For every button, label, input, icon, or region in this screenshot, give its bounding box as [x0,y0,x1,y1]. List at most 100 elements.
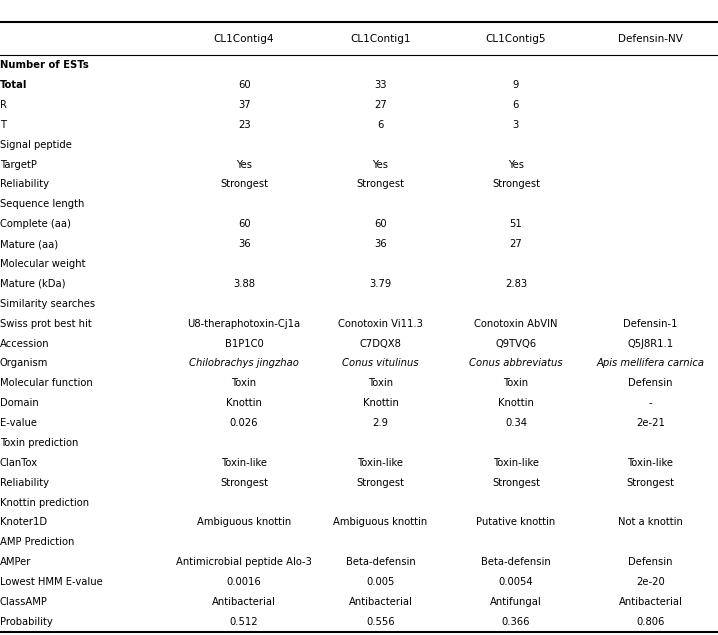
Text: 0.0016: 0.0016 [227,577,261,587]
Text: Strongest: Strongest [357,180,404,189]
Text: 60: 60 [374,219,387,229]
Text: 2e-21: 2e-21 [636,418,665,428]
Text: Toxin: Toxin [232,378,256,388]
Text: Strongest: Strongest [492,180,540,189]
Text: Mature (aa): Mature (aa) [0,239,58,249]
Text: Domain: Domain [0,398,39,408]
Text: 36: 36 [374,239,387,249]
Text: Chilobrachys jingzhao: Chilobrachys jingzhao [189,358,299,368]
Text: 60: 60 [238,219,251,229]
Text: Knottin prediction: Knottin prediction [0,498,89,507]
Text: T: T [0,120,6,130]
Text: U8-theraphotoxin-Cj1a: U8-theraphotoxin-Cj1a [187,319,301,329]
Text: 23: 23 [238,120,251,130]
Text: Putative knottin: Putative knottin [476,518,556,528]
Text: B1P1C0: B1P1C0 [225,338,264,349]
Text: Apis mellifera carnica: Apis mellifera carnica [597,358,704,368]
Text: Sequence length: Sequence length [0,199,85,210]
Text: Conotoxin AbVIN: Conotoxin AbVIN [474,319,558,329]
Text: Toxin: Toxin [368,378,393,388]
Text: Toxin prediction: Toxin prediction [0,438,78,448]
Text: ClassAMP: ClassAMP [0,597,48,607]
Text: CL1Contig4: CL1Contig4 [214,34,274,44]
Text: C7DQX8: C7DQX8 [360,338,401,349]
Text: Defensin-1: Defensin-1 [623,319,678,329]
Text: R: R [0,100,7,110]
Text: Antibacterial: Antibacterial [213,597,276,607]
Text: 0.556: 0.556 [366,617,395,627]
Text: Knottin: Knottin [498,398,533,408]
Text: 0.026: 0.026 [230,418,258,428]
Text: Strongest: Strongest [357,478,404,488]
Text: CL1Contig1: CL1Contig1 [350,34,411,44]
Text: -: - [648,398,653,408]
Text: Accession: Accession [0,338,50,349]
Text: Toxin-like: Toxin-like [221,458,267,468]
Text: Antibacterial: Antibacterial [619,597,682,607]
Text: Antibacterial: Antibacterial [349,597,412,607]
Text: 2.83: 2.83 [505,279,527,289]
Text: 0.806: 0.806 [636,617,665,627]
Text: Reliability: Reliability [0,478,49,488]
Text: 6: 6 [378,120,383,130]
Text: Defensin: Defensin [628,558,673,567]
Text: Strongest: Strongest [220,180,268,189]
Text: Defensin-NV: Defensin-NV [618,34,683,44]
Text: 27: 27 [374,100,387,110]
Text: 0.34: 0.34 [505,418,527,428]
Text: 6: 6 [513,100,519,110]
Text: Strongest: Strongest [627,478,674,488]
Text: 3.79: 3.79 [370,279,391,289]
Text: 27: 27 [510,239,522,249]
Text: AMPer: AMPer [0,558,32,567]
Text: 3.88: 3.88 [233,279,255,289]
Text: Toxin-like: Toxin-like [493,458,539,468]
Text: 60: 60 [238,80,251,90]
Text: Reliability: Reliability [0,180,49,189]
Text: Conus abbreviatus: Conus abbreviatus [469,358,563,368]
Text: Swiss prot best hit: Swiss prot best hit [0,319,92,329]
Text: 0.512: 0.512 [230,617,258,627]
Text: Toxin-like: Toxin-like [628,458,673,468]
Text: Organism: Organism [0,358,48,368]
Text: Molecular weight: Molecular weight [0,259,85,269]
Text: Toxin: Toxin [503,378,528,388]
Text: Strongest: Strongest [492,478,540,488]
Text: Total: Total [0,80,27,90]
Text: Probability: Probability [0,617,52,627]
Text: Q9TVQ6: Q9TVQ6 [495,338,536,349]
Text: E-value: E-value [0,418,37,428]
Text: AMP Prediction: AMP Prediction [0,537,75,547]
Text: Number of ESTs: Number of ESTs [0,60,89,70]
Text: 2e-20: 2e-20 [636,577,665,587]
Text: Toxin-like: Toxin-like [358,458,404,468]
Text: Q5J8R1.1: Q5J8R1.1 [628,338,673,349]
Text: Yes: Yes [373,159,388,170]
Text: Beta-defensin: Beta-defensin [345,558,416,567]
Text: 2.9: 2.9 [373,418,388,428]
Text: Knottin: Knottin [363,398,398,408]
Text: 0.366: 0.366 [502,617,530,627]
Text: Knoter1D: Knoter1D [0,518,47,528]
Text: Antifungal: Antifungal [490,597,542,607]
Text: Strongest: Strongest [220,478,268,488]
Text: Ambiguous knottin: Ambiguous knottin [333,518,428,528]
Text: Beta-defensin: Beta-defensin [481,558,551,567]
Text: TargetP: TargetP [0,159,37,170]
Text: ClanTox: ClanTox [0,458,38,468]
Text: Ambiguous knottin: Ambiguous knottin [197,518,292,528]
Text: CL1Contig5: CL1Contig5 [485,34,546,44]
Text: Yes: Yes [236,159,252,170]
Text: Knottin: Knottin [226,398,262,408]
Text: Antimicrobial peptide Alo-3: Antimicrobial peptide Alo-3 [176,558,312,567]
Text: Conotoxin Vi11.3: Conotoxin Vi11.3 [338,319,423,329]
Text: Similarity searches: Similarity searches [0,299,95,309]
Text: Molecular function: Molecular function [0,378,93,388]
Text: Lowest HMM E-value: Lowest HMM E-value [0,577,103,587]
Text: Defensin: Defensin [628,378,673,388]
Text: 51: 51 [510,219,522,229]
Text: 36: 36 [238,239,251,249]
Text: Mature (kDa): Mature (kDa) [0,279,65,289]
Text: 0.0054: 0.0054 [498,577,533,587]
Text: 37: 37 [238,100,251,110]
